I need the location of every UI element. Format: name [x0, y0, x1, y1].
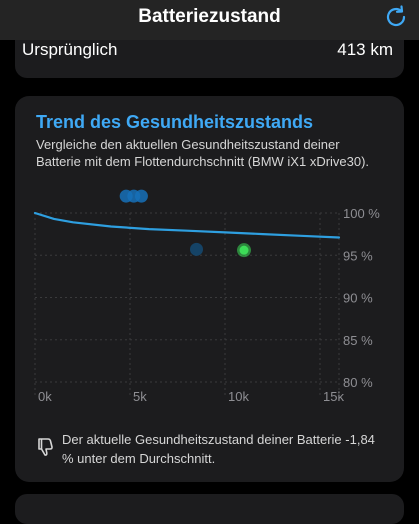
current-vehicle-point	[239, 245, 249, 255]
y-tick-label: 90 %	[343, 291, 373, 306]
x-tick-label: 10k	[228, 389, 249, 404]
fleet-data-point	[190, 242, 203, 256]
navigation-bar: Batteriezustand	[0, 0, 419, 40]
original-range-value: 413 km	[337, 40, 393, 59]
refresh-icon[interactable]	[383, 4, 409, 30]
thumbs-down-icon	[38, 438, 53, 456]
card-description: Vergleiche den aktuellen Gesundheitszust…	[36, 137, 370, 169]
page-title: Batteriezustand	[138, 6, 281, 27]
card-title: Trend des Gesundheitszustands	[36, 112, 314, 132]
health-trend-chart: 100 % 95 % 90 % 85 % 80 % 0k 5k 10k 15k	[33, 189, 380, 404]
next-card	[15, 494, 404, 524]
fleet-data-point	[134, 189, 148, 203]
x-tick-label: 15k	[323, 389, 344, 404]
x-tick-label: 5k	[133, 389, 147, 404]
x-tick-label: 0k	[38, 389, 52, 404]
y-tick-label: 100 %	[343, 206, 380, 221]
y-tick-label: 95 %	[343, 248, 373, 263]
original-range-label: Ursprünglich	[22, 40, 118, 59]
health-trend-card: Trend des Gesundheitszustands Vergleiche…	[15, 96, 404, 482]
y-tick-label: 80 %	[343, 375, 373, 390]
health-comparison-text: Der aktuelle Gesundheitszustand deiner B…	[62, 432, 375, 466]
fleet-average-line	[33, 211, 341, 239]
y-tick-label: 85 %	[343, 333, 373, 348]
